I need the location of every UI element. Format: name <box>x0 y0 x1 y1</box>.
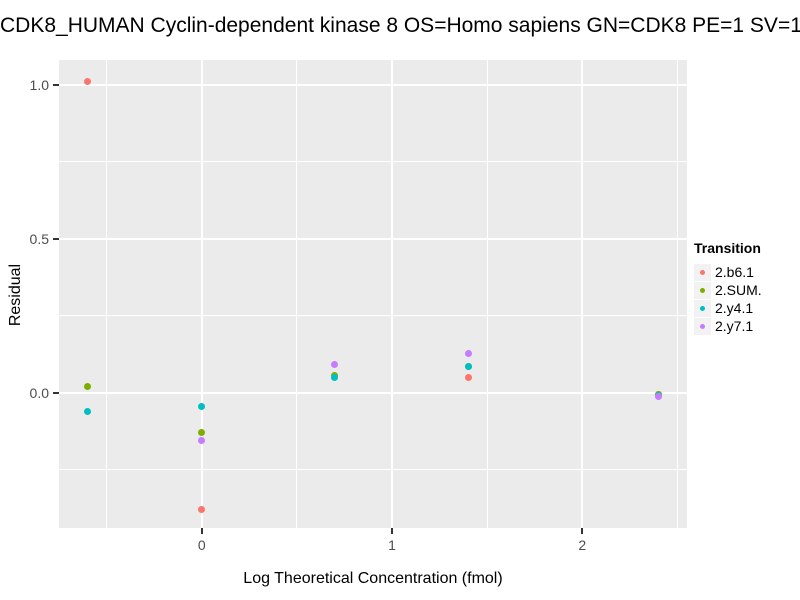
legend-item-2.y7.1: 2.y7.1 <box>694 317 800 335</box>
x-axis-tick <box>200 528 203 534</box>
data-point-2.b6.1 <box>84 78 92 86</box>
chart-title: CDK8_HUMAN Cyclin-dependent kinase 8 OS=… <box>0 14 800 37</box>
x-axis-title: Log Theoretical Concentration (fmol) <box>243 570 503 587</box>
legend-item-2.SUM.: 2.SUM. <box>694 281 800 299</box>
legend-item-label: 2.y7.1 <box>715 318 754 334</box>
data-point-2.y7.1 <box>331 361 339 369</box>
gridline-minor-horizontal <box>59 469 687 470</box>
legend-items: 2.b6.1 2.SUM. 2.y4.1 2.y7.1 <box>694 263 800 335</box>
data-point-2.y7.1 <box>198 436 206 444</box>
legend-key-icon <box>694 317 711 335</box>
legend-item-label: 2.y4.1 <box>715 300 754 316</box>
legend-key-icon <box>694 299 711 317</box>
gridline-minor-vertical <box>106 60 108 528</box>
gridline-minor-vertical <box>296 60 298 528</box>
legend-item-label: 2.b6.1 <box>715 264 754 280</box>
y-axis-tick-label: 0.5 <box>29 230 49 247</box>
gridline-minor-vertical <box>486 60 488 528</box>
y-axis-tick-label: 1.0 <box>29 76 49 93</box>
legend-item-label: 2.SUM. <box>715 282 762 298</box>
data-point-2.y7.1 <box>464 349 472 357</box>
gridline-minor-vertical <box>676 60 678 528</box>
gridline-major-vertical <box>391 60 394 528</box>
x-axis-tick-label: 0 <box>197 537 206 553</box>
gridline-major-horizontal <box>59 391 687 394</box>
y-axis-title: Residual <box>7 263 24 327</box>
legend-key-icon <box>694 281 711 299</box>
x-axis-tick <box>391 528 394 534</box>
y-axis-tick <box>53 391 59 394</box>
data-point-2.y4.1 <box>464 362 472 370</box>
data-point-2.y4.1 <box>84 407 92 415</box>
data-point-2.SUM. <box>198 429 206 437</box>
data-point-2.y4.1 <box>331 374 339 382</box>
legend-item-2.b6.1: 2.b6.1 <box>694 263 800 281</box>
plot-panel <box>59 60 687 528</box>
gridline-minor-horizontal <box>59 315 687 317</box>
data-point-2.SUM. <box>84 382 92 390</box>
data-point-2.y7.1 <box>654 392 662 400</box>
x-axis-tick-label: 2 <box>578 537 587 553</box>
x-axis-tick <box>581 528 584 534</box>
legend: Transition 2.b6.1 2.SUM. 2.y4.1 2.y7.1 <box>694 240 800 335</box>
legend-dot-icon <box>700 305 705 311</box>
data-point-2.b6.1 <box>198 506 206 514</box>
gridline-major-horizontal <box>59 237 687 240</box>
y-axis-tick-label: 0.0 <box>29 384 49 401</box>
legend-dot-icon <box>700 269 705 275</box>
data-point-2.y4.1 <box>198 402 206 410</box>
legend-dot-icon <box>700 287 705 293</box>
gridline-major-horizontal <box>59 83 687 86</box>
legend-dot-icon <box>700 323 705 329</box>
y-axis-tick <box>53 237 59 240</box>
y-axis-tick <box>53 83 59 86</box>
legend-item-2.y4.1: 2.y4.1 <box>694 299 800 317</box>
data-point-2.b6.1 <box>464 373 472 381</box>
gridline-minor-horizontal <box>59 161 687 163</box>
x-axis-tick-label: 1 <box>388 537 396 553</box>
gridline-major-vertical <box>581 60 584 528</box>
legend-title: Transition <box>694 240 761 256</box>
gridline-major-vertical <box>200 60 203 528</box>
legend-key-icon <box>694 263 711 281</box>
